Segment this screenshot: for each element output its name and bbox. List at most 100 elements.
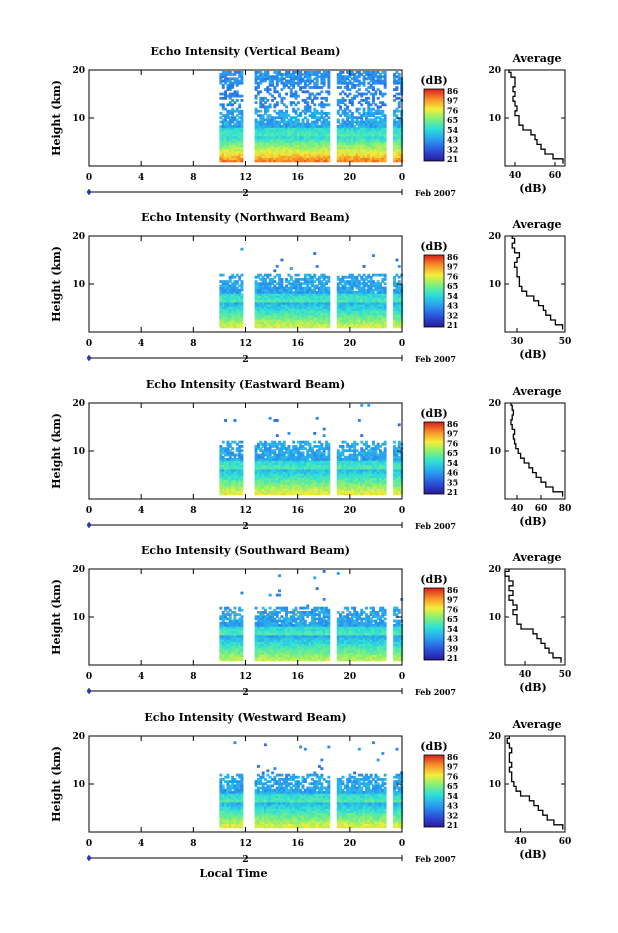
profile-y-tick-label: 20 [488,66,501,76]
heat-cell [360,404,363,407]
profile-x-label: (dB) [519,348,546,361]
heat-cell [323,428,326,431]
heat-cell [360,434,363,437]
heat-cell [365,441,368,444]
x-tick-label: 4 [138,173,144,183]
heat-cell [283,441,286,444]
heat-cell [273,269,276,272]
colorbar-tick-label: 32 [447,144,458,154]
x-tick-label: 0 [86,173,92,183]
heat-cell [255,101,258,104]
profile-y-tick-label: 20 [488,232,501,242]
x-tick-label: 12 [239,339,252,349]
heat-cell [285,93,288,96]
profile-title: Average [511,52,561,65]
heat-cell [278,274,281,277]
heat-cell [297,95,300,98]
x-tick-label: 16 [291,339,304,349]
heat-cell [241,248,244,251]
heat-cell [327,116,330,119]
heat-cell [236,90,239,93]
heat-cell [320,90,323,93]
colorbar-label: (dB) [420,74,447,87]
heat-cell [306,101,309,104]
colorbar-tick-label: 97 [447,262,458,272]
heat-cell [241,280,244,283]
x-tick-label: 16 [291,173,304,183]
x-tick-label: 20 [344,173,357,183]
profile-x-tick-label: 60 [549,171,562,181]
x-tick-label: 0 [86,339,92,349]
heat-cell [269,417,272,420]
heat-cell [281,278,284,281]
heat-cell [266,71,269,74]
heat-cell [302,452,305,455]
heat-cell [372,86,375,89]
heat-cell [396,259,399,262]
heat-cell [396,86,399,89]
heat-cell [281,259,284,262]
colorbar-tick-label: 54 [447,291,459,301]
heat-cell [377,97,380,100]
colorbar-tick-label: 54 [447,125,459,135]
profile-x-tick-label: 50 [559,337,572,347]
heat-cell [241,454,244,457]
profile-x-tick-label: 30 [511,337,524,347]
heat-cell [384,103,387,106]
heat-cell [297,274,300,277]
colorbar-tick-label: 43 [447,135,459,145]
heat-cell [342,445,345,448]
heat-cell [313,252,316,255]
heat-cell [306,119,309,122]
heat-cell [384,282,387,285]
day-bar-marker [87,356,91,360]
colorbar [424,255,444,327]
heat-cell [398,73,401,76]
heat-cell [327,276,330,279]
heat-cell [396,114,399,117]
heat-cell [234,419,237,422]
panel-title: Echo Intensity (Eastward Beam) [146,378,345,391]
heat-cell [273,97,276,100]
heat-cell [231,447,234,450]
heat-cell [297,101,300,104]
heat-cell [356,443,359,446]
y-tick-label: 20 [72,66,85,76]
heat-cell [276,101,279,104]
heat-cell [222,103,225,106]
heat-cell [313,432,316,435]
y-axis-label: Height (km) [50,80,63,156]
panel-2: Echo Intensity (Eastward Beam)2010Height… [50,378,571,532]
heat-cell [241,293,244,296]
panel-title: Echo Intensity (Northward Beam) [141,211,350,224]
heat-cell [323,434,326,437]
day-label: 2 [242,355,248,365]
heat-cell [327,71,330,74]
heatmap-cells [219,404,403,495]
x-tick-label: 20 [344,339,357,349]
heat-cell [327,121,330,124]
x-tick-label: 8 [190,339,196,349]
heat-cell [276,434,279,437]
heat-cell [313,103,316,106]
heat-cell [269,274,272,277]
heat-cell [316,265,319,268]
heat-cell [342,71,345,74]
profile-y-tick-label: 10 [488,114,501,124]
heat-cell [241,71,244,74]
x-tick-label: 8 [190,173,196,183]
heat-cell [313,441,316,444]
colorbar-tick-label: 97 [447,96,458,106]
colorbar [424,89,444,161]
heat-cell [358,108,361,111]
heat-cell [288,432,291,435]
colorbar-tick-label: 76 [447,271,459,281]
heat-cell [325,97,328,100]
day-bar-marker [87,190,91,194]
colorbar-tick-label: 43 [447,301,459,311]
heat-cell [327,90,330,93]
y-axis-label: Height (km) [50,246,63,322]
heat-cell [297,108,300,111]
heat-cell [316,97,319,100]
heat-cell [363,265,366,268]
